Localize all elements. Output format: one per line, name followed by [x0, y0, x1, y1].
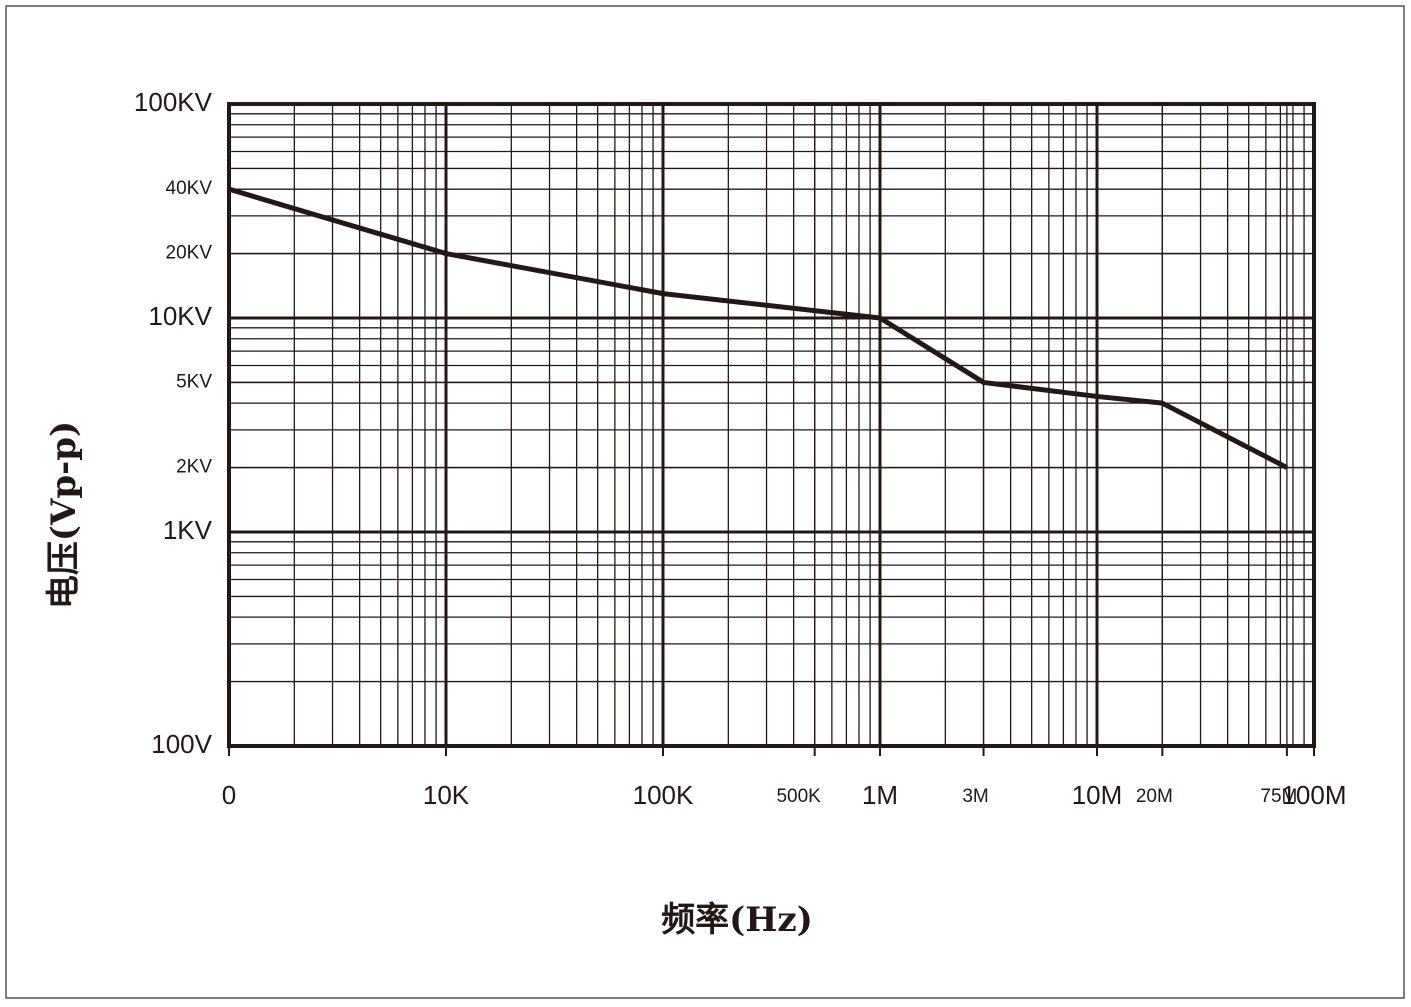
x-tick-label: 1M: [862, 780, 898, 810]
x-tick-label: 75M: [1260, 786, 1297, 807]
x-tick-label: 500K: [776, 786, 821, 807]
y-tick-label: 40KV: [166, 178, 213, 199]
x-tick-label: 100M: [1281, 780, 1346, 810]
y-tick-label: 2KV: [176, 457, 212, 478]
y-tick-label: 100KV: [134, 87, 213, 117]
x-tick-label: 3M: [962, 786, 988, 807]
x-tick-label: 10M: [1072, 780, 1123, 810]
x-axis-title: 频率(Hz): [661, 900, 813, 940]
y-axis-title: 电压(Vp-p): [44, 421, 84, 609]
x-tick-label: 100K: [633, 780, 694, 810]
y-tick-label: 1KV: [163, 515, 213, 545]
y-tick-label: 20KV: [166, 243, 213, 264]
line: [228, 186, 1289, 470]
y-tick-label: 100V: [151, 729, 212, 759]
y-tick-label: 5KV: [176, 371, 212, 392]
plot-border: [227, 102, 1316, 748]
frame: [5, 5, 1405, 999]
x-tick-label: 10K: [423, 780, 470, 810]
x-tick-label: 20M: [1136, 786, 1173, 807]
y-tick-label: 10KV: [148, 301, 212, 331]
x-tick-label: 0: [222, 780, 236, 810]
